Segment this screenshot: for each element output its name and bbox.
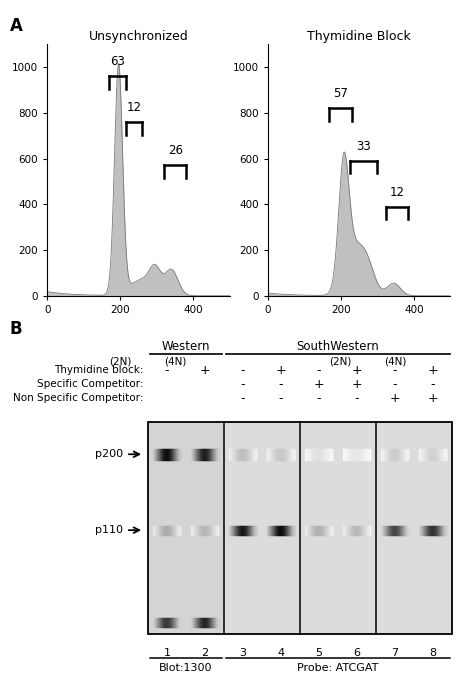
- Text: 57: 57: [333, 87, 348, 100]
- Text: 33: 33: [356, 140, 371, 153]
- Text: Thymidine block:: Thymidine block:: [55, 365, 144, 375]
- Text: -: -: [431, 378, 435, 391]
- Text: B: B: [9, 320, 22, 337]
- Bar: [148, 422, 186, 634]
- Text: (2N): (2N): [109, 356, 132, 367]
- Text: 12: 12: [390, 186, 405, 199]
- Text: (4N): (4N): [384, 356, 407, 367]
- Text: (2N): (2N): [329, 356, 352, 367]
- Text: 5: 5: [316, 648, 322, 658]
- Text: 8: 8: [429, 648, 437, 658]
- Text: +: +: [428, 392, 438, 405]
- Text: -: -: [241, 364, 245, 377]
- Text: +: +: [390, 392, 401, 405]
- Text: +: +: [352, 378, 362, 391]
- Text: +: +: [428, 364, 438, 377]
- Text: -: -: [393, 378, 397, 391]
- Text: +: +: [276, 364, 286, 377]
- Text: Specific Competitor:: Specific Competitor:: [37, 379, 144, 390]
- Text: 2: 2: [201, 648, 209, 658]
- Text: -: -: [165, 364, 169, 377]
- Bar: [300, 422, 338, 634]
- Text: p110: p110: [95, 525, 123, 535]
- Text: +: +: [314, 378, 324, 391]
- Text: Blot:1300: Blot:1300: [159, 663, 213, 673]
- Text: SouthWestern: SouthWestern: [297, 341, 379, 354]
- Text: -: -: [241, 392, 245, 405]
- Bar: [376, 422, 414, 634]
- Text: -: -: [355, 392, 359, 405]
- Bar: [186, 422, 224, 634]
- Bar: [414, 422, 452, 634]
- Text: Western: Western: [162, 341, 210, 354]
- Text: 4: 4: [277, 648, 284, 658]
- Text: -: -: [279, 378, 283, 391]
- Text: -: -: [279, 392, 283, 405]
- Text: 12: 12: [126, 101, 141, 114]
- Bar: [262, 422, 300, 634]
- Text: +: +: [200, 364, 210, 377]
- Bar: [338, 422, 376, 634]
- Title: Thymidine Block: Thymidine Block: [307, 30, 411, 43]
- Text: -: -: [317, 364, 321, 377]
- Text: 26: 26: [168, 144, 182, 158]
- Text: 63: 63: [110, 55, 125, 68]
- Text: Non Specific Competitor:: Non Specific Competitor:: [13, 393, 144, 403]
- Text: -: -: [317, 392, 321, 405]
- Text: 7: 7: [392, 648, 399, 658]
- Text: -: -: [241, 378, 245, 391]
- Bar: [224, 422, 262, 634]
- Bar: [148, 422, 452, 634]
- Title: Unsynchronized: Unsynchronized: [89, 30, 189, 43]
- Text: p200: p200: [95, 449, 123, 459]
- Text: +: +: [352, 364, 362, 377]
- Text: -: -: [393, 364, 397, 377]
- Text: 3: 3: [239, 648, 246, 658]
- Text: Probe: ATCGAT: Probe: ATCGAT: [297, 663, 379, 673]
- Text: (4N): (4N): [164, 356, 186, 367]
- Text: A: A: [9, 17, 22, 35]
- Text: 1: 1: [164, 648, 171, 658]
- Text: 6: 6: [354, 648, 361, 658]
